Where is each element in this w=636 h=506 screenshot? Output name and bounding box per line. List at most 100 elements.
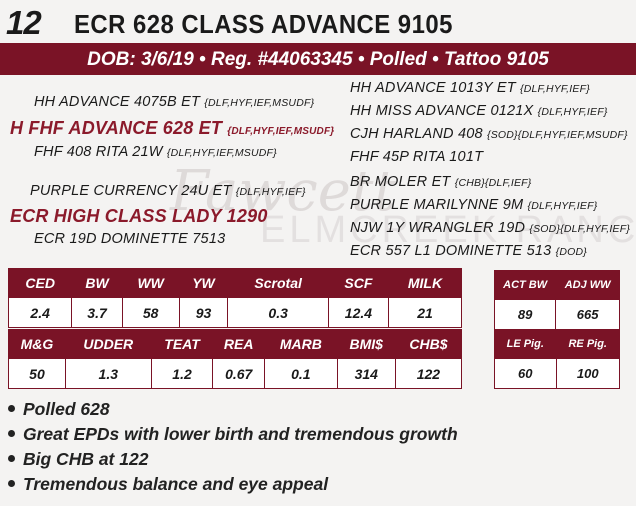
bullet-icon — [8, 429, 15, 437]
pigment-value: 100 — [555, 358, 620, 389]
epd-header: REA — [212, 329, 265, 359]
epd-value: 93 — [178, 297, 229, 328]
bullet-icon — [8, 454, 15, 462]
pedigree-right-1: HH ADVANCE 1013Y ET {DLF,HYF,IEF} — [350, 80, 590, 96]
epd-header: BW — [71, 268, 123, 298]
pedigree-name: PURPLE CURRENCY 24U ET — [30, 183, 232, 199]
epd-header: CHB$ — [394, 329, 463, 359]
pedigree-right-5: BR MOLER ET {CHB}{DLF,IEF} — [350, 174, 531, 190]
pedigree-name: ECR 19D DOMINETTE 7513 — [34, 231, 226, 247]
pigment-header: RE Pig. — [555, 329, 620, 359]
pedigree-name: PURPLE MARILYNNE 9M — [350, 197, 524, 213]
epd-value-row: 50 1.3 1.2 0.67 0.1 314 122 — [8, 358, 463, 389]
note-text: Tremendous balance and eye appeal — [23, 474, 329, 494]
pedigree-epd: {SOD}{DLF,HYF,IEF} — [529, 223, 631, 235]
epd-table-growth: CED BW WW YW Scrotal SCF MILK 2.4 3.7 58… — [7, 268, 463, 328]
epd-value: 0.1 — [264, 358, 338, 389]
epd-value: 314 — [336, 358, 396, 389]
actual-header: ADJ WW — [555, 270, 620, 300]
epd-value: 0.67 — [212, 358, 265, 389]
note-item: Great EPDs with lower birth and tremendo… — [8, 422, 458, 447]
epd-value: 3.7 — [71, 297, 123, 328]
pedigree-name: HH MISS ADVANCE 0121X — [350, 103, 534, 119]
pedigree-right-6: PURPLE MARILYNNE 9M {DLF,HYF,IEF} — [350, 197, 597, 213]
pedigree-name: CJH HARLAND 408 — [350, 126, 483, 142]
epd-value: 1.2 — [150, 358, 214, 389]
pedigree-right-4: FHF 45P RITA 101T — [350, 149, 483, 165]
epd-value: 1.3 — [64, 358, 152, 389]
pedigree-name: BR MOLER ET — [350, 174, 451, 190]
epd-value: 50 — [8, 358, 66, 389]
pedigree-name: H FHF ADVANCE 628 ET — [10, 118, 223, 138]
pedigree-name: HH ADVANCE 4075B ET — [34, 94, 201, 110]
actual-weights-table: ACT BW ADJ WW 89 665 — [493, 270, 620, 330]
note-text: Great EPDs with lower birth and tremendo… — [23, 424, 458, 444]
pedigree-epd: {DLF,HYF,IEF,MSUDF} — [227, 126, 335, 137]
note-text: Big CHB at 122 — [23, 449, 149, 469]
actual-value: 665 — [555, 299, 620, 330]
epd-value: 2.4 — [7, 297, 73, 328]
pedigree-dam: ECR HIGH CLASS LADY 1290 — [10, 206, 268, 227]
epd-header: M&G — [8, 329, 66, 359]
pedigree-epd: {DOD} — [555, 246, 588, 258]
epd-value-row: 2.4 3.7 58 93 0.3 12.4 21 — [7, 297, 463, 328]
pigment-value-row: 60 100 — [494, 358, 620, 389]
epd-header-row: M&G UDDER TEAT REA MARB BMI$ CHB$ — [8, 329, 463, 359]
note-item: Polled 628 — [8, 397, 458, 422]
pedigree-name: FHF 45P RITA 101T — [350, 149, 484, 165]
epd-header: WW — [121, 268, 180, 298]
epd-value: 21 — [387, 297, 463, 328]
epd-header: BMI$ — [336, 329, 396, 359]
epd-value: 122 — [394, 358, 463, 389]
pedigree-epd: {DLF,HYF,IEF} — [235, 186, 306, 198]
epd-header: SCF — [327, 268, 389, 298]
bullet-icon — [8, 479, 15, 487]
bullet-icon — [8, 404, 15, 412]
epd-value: 12.4 — [327, 297, 389, 328]
pedigree-epd: {DLF,HYF,IEF,MSUDF} — [204, 97, 315, 109]
pedigree-name: FHF 408 RITA 21W — [34, 144, 163, 160]
epd-header: CED — [7, 268, 73, 298]
pedigree-epd: {DLF,HYF,IEF} — [520, 83, 590, 95]
note-item: Tremendous balance and eye appeal — [8, 472, 458, 497]
pedigree-name: ECR 557 L1 DOMINETTE 513 — [350, 243, 552, 259]
epd-header: MARB — [264, 329, 338, 359]
epd-header-row: CED BW WW YW Scrotal SCF MILK — [7, 268, 463, 298]
info-banner: DOB: 3/6/19 • Reg. #44063345 • Polled • … — [0, 45, 636, 75]
pedigree-sire-dam: FHF 408 RITA 21W {DLF,HYF,IEF,MSUDF} — [34, 144, 277, 160]
epd-header: TEAT — [150, 329, 214, 359]
pedigree-sire: H FHF ADVANCE 628 ET {DLF,HYF,IEF,MSUDF} — [10, 118, 334, 139]
actual-value: 89 — [493, 299, 557, 330]
pedigree-right-3: CJH HARLAND 408 {SOD}{DLF,HYF,IEF,MSUDF} — [350, 126, 628, 142]
note-item: Big CHB at 122 — [8, 447, 458, 472]
actual-header: ACT BW — [493, 270, 557, 300]
epd-value: 58 — [121, 297, 180, 328]
pedigree-epd: {SOD}{DLF,HYF,IEF,MSUDF} — [486, 129, 628, 141]
pedigree-dam-dam: ECR 19D DOMINETTE 7513 — [34, 231, 225, 247]
pedigree-right-2: HH MISS ADVANCE 0121X {DLF,HYF,IEF} — [350, 103, 608, 119]
lot-number: 12 — [6, 4, 42, 41]
header-divider — [0, 43, 636, 45]
pedigree-name: ECR HIGH CLASS LADY 1290 — [10, 206, 268, 226]
pigment-header: LE Pig. — [494, 329, 557, 359]
notes-list: Polled 628 Great EPDs with lower birth a… — [8, 397, 458, 497]
pigment-table: LE Pig. RE Pig. 60 100 — [494, 329, 620, 389]
pigment-value: 60 — [494, 358, 557, 389]
epd-header: Scrotal — [227, 268, 329, 298]
pedigree-epd: {CHB}{DLF,IEF} — [454, 177, 532, 189]
actual-header-row: ACT BW ADJ WW — [493, 270, 620, 300]
pedigree-sire-sire: HH ADVANCE 4075B ET {DLF,HYF,IEF,MSUDF} — [34, 94, 314, 110]
epd-header: MILK — [387, 268, 463, 298]
actual-value-row: 89 665 — [493, 299, 620, 330]
pedigree-epd: {DLF,HYF,IEF,MSUDF} — [166, 147, 277, 159]
pedigree-dam-sire: PURPLE CURRENCY 24U ET {DLF,HYF,IEF} — [30, 183, 306, 199]
epd-header: UDDER — [64, 329, 152, 359]
pedigree-epd: {DLF,HYF,IEF} — [527, 200, 598, 212]
epd-value: 0.3 — [227, 297, 329, 328]
pedigree-name: NJW 1Y WRANGLER 19D — [350, 220, 526, 236]
pigment-header-row: LE Pig. RE Pig. — [494, 329, 620, 359]
epd-header: YW — [178, 268, 229, 298]
pedigree-right-8: ECR 557 L1 DOMINETTE 513 {DOD} — [350, 243, 587, 259]
pedigree-name: HH ADVANCE 1013Y ET — [350, 80, 516, 96]
note-text: Polled 628 — [23, 399, 110, 419]
